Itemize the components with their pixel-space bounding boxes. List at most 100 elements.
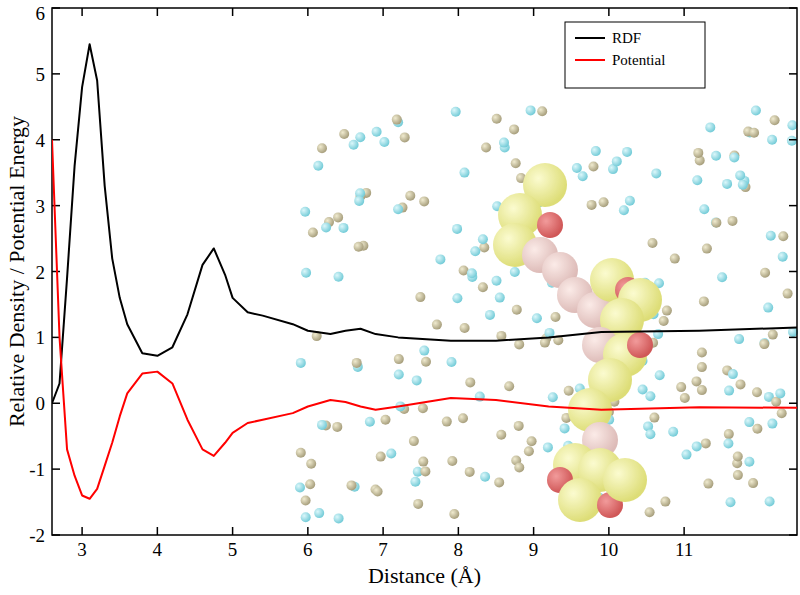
y-tick-right — [789, 468, 797, 470]
solvent-atom — [723, 439, 733, 449]
solvent-atom — [778, 231, 788, 241]
solvent-atom — [540, 338, 550, 348]
solvent-atom — [752, 387, 762, 397]
solvent-atom — [767, 419, 777, 429]
solvent-atom — [347, 480, 357, 490]
x-tick — [157, 527, 159, 535]
molecule-atom — [537, 212, 563, 238]
solvent-atom — [527, 436, 537, 446]
x-tick — [307, 527, 309, 535]
solvent-atom — [703, 479, 713, 489]
background — [0, 0, 800, 595]
solvent-atom — [386, 449, 396, 459]
x-tick-label: 3 — [77, 539, 87, 560]
solvent-atom — [504, 381, 514, 391]
y-tick — [52, 468, 60, 470]
solvent-atom — [495, 293, 505, 303]
solvent-atom — [449, 509, 459, 519]
solvent-atom — [451, 107, 461, 117]
solvent-atom — [619, 205, 629, 215]
x-tick-top — [608, 8, 610, 16]
solvent-atom — [467, 268, 477, 278]
x-tick-top — [458, 8, 460, 16]
solvent-atom — [526, 105, 536, 115]
solvent-atom — [317, 420, 327, 430]
x-tick-top — [683, 8, 685, 16]
solvent-atom — [763, 303, 773, 313]
solvent-atom — [777, 408, 787, 418]
solvent-atom — [537, 106, 547, 116]
solvent-atom — [744, 417, 754, 427]
solvent-atom — [481, 143, 491, 153]
x-tick-label: 6 — [303, 539, 313, 560]
x-tick — [382, 527, 384, 535]
x-tick — [232, 527, 234, 535]
solvent-atom — [729, 153, 739, 163]
solvent-atom — [458, 413, 468, 423]
y-tick-label: 5 — [36, 64, 46, 85]
legend-label: RDF — [612, 30, 641, 46]
solvent-atom — [680, 393, 690, 403]
solvent-atom — [334, 513, 344, 523]
solvent-atom — [682, 450, 692, 460]
y-tick-label: -1 — [29, 459, 45, 480]
solvent-atom — [705, 122, 715, 132]
solvent-atom — [334, 272, 344, 282]
solvent-atom — [349, 140, 359, 150]
y-tick-right — [789, 271, 797, 273]
solvent-atom — [355, 132, 365, 142]
series-line — [52, 140, 797, 499]
solvent-atom — [692, 376, 702, 386]
solvent-atom — [442, 417, 452, 427]
solvent-atom — [354, 196, 364, 206]
solvent-atom — [697, 385, 707, 395]
molecule-illustration — [295, 105, 798, 523]
solvent-atom — [465, 467, 475, 477]
solvent-atom — [591, 146, 601, 156]
solvent-atom — [480, 472, 490, 482]
solvent-atom — [564, 386, 574, 396]
solvent-atom — [301, 512, 311, 522]
solvent-atom — [300, 207, 310, 217]
solvent-atom — [645, 507, 655, 517]
solvent-atom — [394, 370, 404, 380]
solvent-atom — [770, 115, 780, 125]
solvent-atom — [733, 452, 743, 462]
y-tick-label: 6 — [36, 3, 46, 24]
solvent-atom — [405, 191, 415, 201]
solvent-atom — [418, 457, 428, 467]
solvent-atom — [354, 242, 364, 252]
solvent-atom — [478, 234, 488, 244]
solvent-atom — [447, 357, 457, 367]
solvent-atom — [651, 168, 661, 178]
solvent-atom — [702, 244, 712, 254]
solvent-atom — [465, 377, 475, 387]
series-group — [52, 44, 797, 499]
molecule-atom — [558, 478, 602, 522]
solvent-atom — [625, 196, 635, 206]
legend-label: Potential — [612, 52, 665, 68]
x-tick-top — [307, 8, 309, 16]
legend-swatch — [575, 37, 605, 39]
solvent-atom — [543, 442, 553, 452]
solvent-atom — [394, 354, 404, 364]
y-tick-right — [789, 337, 797, 339]
solvent-atom — [447, 456, 457, 466]
solvent-atom — [676, 382, 686, 392]
solvent-atom — [510, 267, 520, 277]
solvent-atom — [548, 392, 558, 402]
y-tick-label: 2 — [36, 262, 46, 283]
y-tick-right — [789, 403, 797, 405]
solvent-atom — [532, 313, 542, 323]
solvent-atom — [419, 346, 429, 356]
solvent-atom — [612, 156, 622, 166]
chart-svg: 34567891011-2-10123456Distance (Å)Relati… — [0, 0, 800, 595]
x-tick — [81, 527, 83, 535]
solvent-atom — [622, 147, 632, 157]
solvent-atom — [692, 441, 702, 451]
y-tick — [52, 205, 60, 207]
solvent-atom — [733, 470, 743, 480]
solvent-atom — [660, 497, 670, 507]
solvent-atom — [587, 200, 597, 210]
solvent-atom — [295, 483, 305, 493]
